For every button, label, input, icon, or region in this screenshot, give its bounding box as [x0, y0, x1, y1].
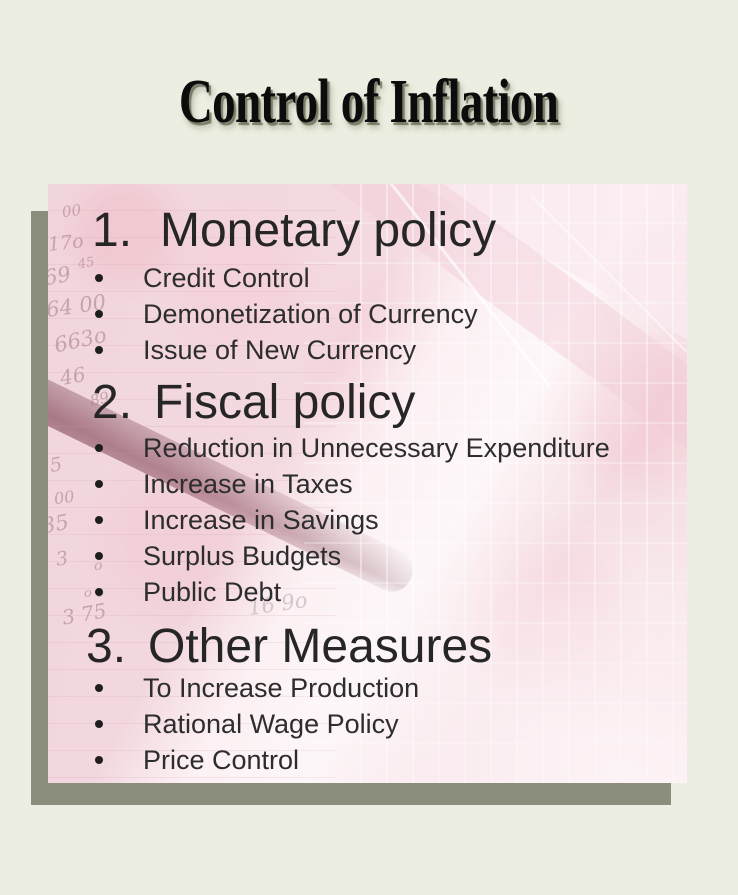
bullet-icon [95, 274, 103, 282]
list-item: Increase in Taxes [90, 466, 669, 502]
bullet-icon [95, 552, 103, 560]
list-item: Credit Control [90, 260, 669, 296]
content-panel: 00 17o 69 45 64 00 663o 46 89 5 00 35 3 … [48, 184, 687, 783]
bullet-text: Price Control [143, 745, 300, 775]
list-item: Reduction in Unnecessary Expenditure [90, 430, 669, 466]
bullet-icon [95, 310, 103, 318]
bullet-list-monetary: Credit Control Demonetization of Currenc… [90, 260, 669, 368]
bullet-text: Increase in Savings [143, 505, 379, 535]
bullet-icon [95, 480, 103, 488]
bullet-text: Public Debt [143, 577, 282, 607]
bullet-text: To Increase Production [143, 673, 420, 703]
section-title: Fiscal policy [154, 376, 416, 429]
section-heading-monetary-policy: 1. Monetary policy [92, 206, 669, 256]
list-item: Issue of New Currency [90, 332, 669, 368]
section-number: 1. [92, 204, 133, 257]
bullet-icon [95, 720, 103, 728]
bullet-text: Rational Wage Policy [143, 709, 399, 739]
bullet-list-fiscal: Reduction in Unnecessary Expenditure Inc… [90, 430, 669, 610]
bullet-text: Surplus Budgets [143, 541, 342, 571]
bullet-icon [95, 444, 103, 452]
bullet-icon [95, 516, 103, 524]
section-heading-other-measures: 3. Other Measures [86, 622, 669, 672]
bullet-icon [95, 684, 103, 692]
bullet-icon [95, 588, 103, 596]
section-title: Other Measures [148, 620, 493, 673]
bullet-text: Reduction in Unnecessary Expenditure [143, 433, 610, 463]
corner-highlight [267, 523, 687, 783]
section-title: Monetary policy [160, 204, 497, 257]
bullet-icon [95, 756, 103, 764]
bullet-text: Increase in Taxes [143, 469, 353, 499]
list-item: Demonetization of Currency [90, 296, 669, 332]
bullet-text: Issue of New Currency [143, 335, 417, 365]
panel-content: 1. Monetary policy Credit Control Demonet… [48, 184, 687, 783]
bullet-text: Demonetization of Currency [143, 299, 478, 329]
section-number: 2. [92, 376, 133, 429]
bullet-icon [95, 346, 103, 354]
slide-title: Control of Inflation [179, 68, 559, 136]
list-item: Increase in Savings [90, 502, 669, 538]
list-item: Rational Wage Policy [90, 706, 669, 742]
list-item: Surplus Budgets [90, 538, 669, 574]
bullet-list-other: To Increase Production Rational Wage Pol… [90, 670, 669, 778]
list-item: Public Debt [90, 574, 669, 610]
section-heading-fiscal-policy: 2. Fiscal policy [92, 378, 669, 428]
handwriting-digits: o [94, 558, 103, 574]
list-item: To Increase Production [90, 670, 669, 706]
bullet-text: Credit Control [143, 263, 310, 293]
section-number: 3. [86, 620, 127, 673]
list-item: Price Control [90, 742, 669, 778]
slide-title-row: Control of Inflation [0, 68, 738, 136]
